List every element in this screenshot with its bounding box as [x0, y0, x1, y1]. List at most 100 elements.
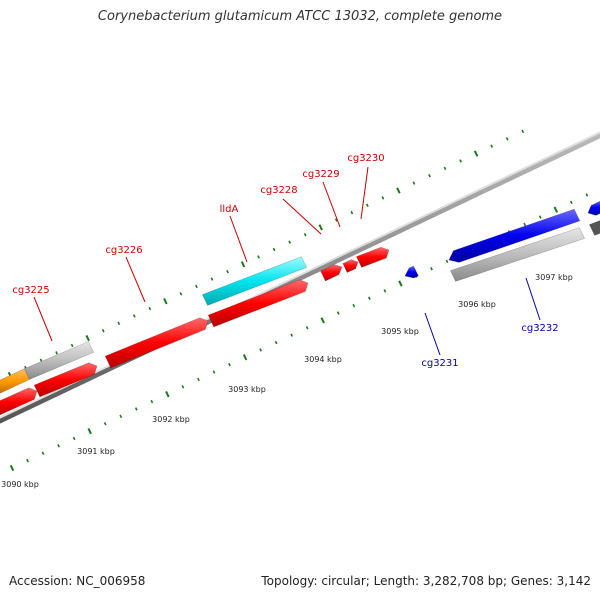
cds-feature-cg3229 [342, 259, 359, 273]
gene-callout-line [282, 198, 322, 235]
outer-tick-mark [459, 159, 462, 163]
inner-tick-mark [367, 296, 371, 300]
gene-callout-line [229, 215, 248, 263]
inner-tick-mark [242, 354, 248, 361]
gene-callout-line [33, 296, 53, 342]
inner-tick-mark [72, 436, 76, 441]
axis-tick-label: 3094 kbp [304, 355, 342, 364]
gene-callout-line [125, 256, 146, 303]
outer-tick-mark [148, 306, 152, 311]
outer-tick-mark [443, 166, 447, 171]
inner-tick-mark [383, 289, 387, 293]
inner-tick-mark [181, 385, 185, 389]
outer-tick-mark [288, 240, 292, 244]
inner-tick-mark [320, 317, 325, 324]
cds-feature-cg3230 [355, 246, 390, 268]
outer-tick-mark [272, 247, 276, 252]
inner-tick-mark [134, 407, 138, 411]
inner-tick-mark [57, 444, 60, 448]
cds-feature-cg3231 [404, 265, 419, 279]
axis-tick-label: 3092 kbp [152, 415, 190, 424]
gene-callout-line [525, 277, 541, 321]
cds-feature [207, 279, 309, 328]
gene-label-callouts: cg3225 cg3226 lldA cg3228 cg3229 cg3230 cg3231… [12, 153, 558, 369]
outer-tick-mark [210, 277, 214, 281]
outer-tick-mark [505, 137, 509, 141]
gene-label-cg3225: cg3225 [12, 285, 49, 296]
outer-tick-mark [55, 351, 58, 355]
inner-tick-mark [430, 267, 433, 271]
outer-tick-mark [318, 224, 323, 231]
outer-tick-mark [350, 210, 354, 215]
cds-feature-cg3232 [448, 208, 581, 263]
outer-tick-mark [117, 321, 121, 326]
inner-tick-mark [197, 377, 200, 382]
inner-tick-mark [398, 280, 403, 287]
outer-tick-mark [257, 255, 260, 259]
cds-feature [587, 200, 600, 216]
outer-tick-mark [195, 284, 198, 289]
map-title: Corynebacterium glutamicum ATCC 13032, c… [97, 9, 503, 24]
cds-feature [0, 387, 38, 416]
outer-tick-mark [473, 150, 479, 157]
inner-tick-mark [228, 362, 231, 367]
outer-tick-mark [334, 218, 338, 222]
gene-label-cg3230: cg3230 [347, 153, 384, 164]
gene-features [0, 200, 600, 416]
gene-label-cg3232: cg3232 [521, 323, 558, 334]
inner-tick-mark [553, 206, 558, 213]
inner-tick-mark [290, 333, 294, 337]
inner-tick-mark [305, 326, 309, 330]
inner-tick-mark [523, 222, 527, 227]
inner-tick-mark [212, 370, 216, 374]
inner-tick-track [9, 193, 589, 472]
outer-tick-mark [163, 298, 168, 305]
outer-tick-mark [396, 187, 401, 194]
genome-backbone [0, 131, 600, 424]
outer-tick-mark [381, 196, 385, 200]
outer-tick-mark [240, 261, 246, 268]
outer-tick-mark [365, 203, 369, 207]
outer-tick-mark [303, 233, 307, 237]
inner-tick-mark [274, 340, 278, 345]
outer-tick-mark [132, 314, 136, 318]
outer-tick-mark [39, 358, 43, 362]
inner-tick-mark [569, 200, 573, 204]
inner-tick-mark [103, 422, 107, 426]
axis-tick-labels: 3090 kbp 3091 kbp 3092 kbp 3093 kbp 3094 kbp… [1, 273, 573, 489]
gene-label-cg3231: cg3231 [421, 358, 458, 369]
inner-tick-mark [150, 399, 154, 404]
gene-label-cg3229: cg3229 [302, 169, 339, 180]
inner-tick-mark [26, 458, 29, 463]
outer-tick-mark [521, 129, 525, 134]
outer-tick-mark [101, 329, 105, 333]
outer-tick-mark [85, 334, 90, 342]
gene-callout-line [424, 312, 441, 356]
gene-label-cg3228: cg3228 [260, 185, 297, 196]
inner-tick-mark [585, 193, 589, 197]
inner-tick-mark [352, 303, 356, 308]
gene-label-lldA: lldA [220, 204, 239, 215]
outer-tick-mark [179, 292, 183, 296]
accession-text: Accession: NC_006958 [9, 574, 146, 588]
cds-feature-cg3226 [104, 317, 209, 369]
cds-feature [449, 227, 586, 282]
gene-callout-line [360, 166, 369, 220]
outer-tick-mark [412, 181, 416, 185]
cds-feature-cg3228 [320, 264, 343, 282]
outer-tick-mark [428, 174, 431, 178]
outer-tick-track [7, 129, 525, 379]
outer-tick-mark [226, 269, 229, 274]
gene-callout-line [322, 181, 341, 228]
inner-tick-mark [41, 451, 45, 455]
inner-tick-mark [445, 259, 449, 264]
inner-tick-mark [9, 464, 15, 472]
cds-feature [588, 220, 600, 236]
cds-feature-lldA [201, 256, 308, 306]
gene-label-cg3226: cg3226 [105, 245, 142, 256]
cds-feature-cg3225 [33, 362, 98, 398]
genome-summary-text: Topology: circular; Length: 3,282,708 bp… [261, 574, 591, 588]
inner-tick-mark [538, 215, 542, 219]
inner-tick-mark [119, 414, 123, 419]
